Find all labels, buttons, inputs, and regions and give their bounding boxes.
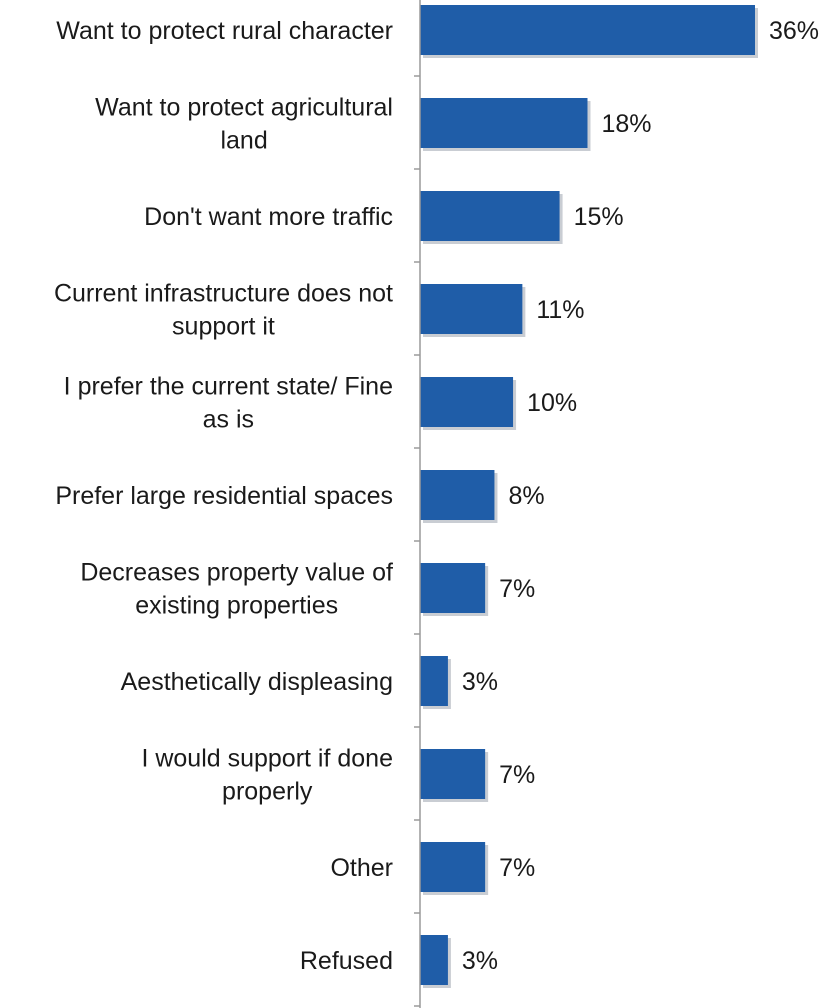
data-label: 3% [462,668,498,696]
data-label: 3% [462,947,498,975]
category-label-line: Want to protect agricultural [95,94,393,122]
category-label-line: existing properties [135,592,338,620]
category-label-line: as is [203,406,254,434]
data-label: 18% [602,110,652,138]
data-label: 7% [499,854,535,882]
labels-layer: 36% Want to protect rural character 18% Wan… [54,17,819,975]
bar [420,842,486,892]
bar [420,5,755,55]
data-label: 7% [499,761,535,789]
category-label: Aesthetically displeasing [121,668,393,696]
bar [420,563,486,613]
category-label-line: support it [172,313,275,341]
bar [420,656,448,706]
category-label-line: land [220,127,267,155]
category-label: Want to protect rural character [56,17,393,45]
category-label: Prefer large residential spaces [55,482,393,510]
category-label-line: I prefer the current state/ Fine [64,373,393,401]
category-label: Other [330,854,393,882]
category-label: Want to protect agricultural land [95,94,393,155]
data-label: 7% [499,575,535,603]
bar [420,284,523,334]
bar [420,98,588,148]
data-label: 11% [536,296,584,324]
data-label: 36% [769,17,819,45]
data-label: 15% [574,203,624,231]
data-label: 10% [527,389,577,417]
category-label: I would support if done properly [141,745,393,806]
axis-layer [414,0,421,1008]
bar [420,191,560,241]
category-label: Refused [300,947,393,975]
category-label: I prefer the current state/ Fine as is [64,373,393,434]
category-label-line: properly [222,778,313,806]
bar [420,935,448,985]
category-label-line: Decreases property value of [80,559,393,587]
bar [420,470,495,520]
category-label: Current infrastructure does not support i… [54,280,393,341]
category-label: Decreases property value of existing prop… [80,559,393,620]
bar [420,377,514,427]
category-label-line: Current infrastructure does not [54,280,393,308]
bars-layer [420,5,758,988]
category-label-line: I would support if done [141,745,393,773]
data-label: 8% [508,482,544,510]
category-label: Don't want more traffic [144,203,393,231]
bar [420,749,486,799]
